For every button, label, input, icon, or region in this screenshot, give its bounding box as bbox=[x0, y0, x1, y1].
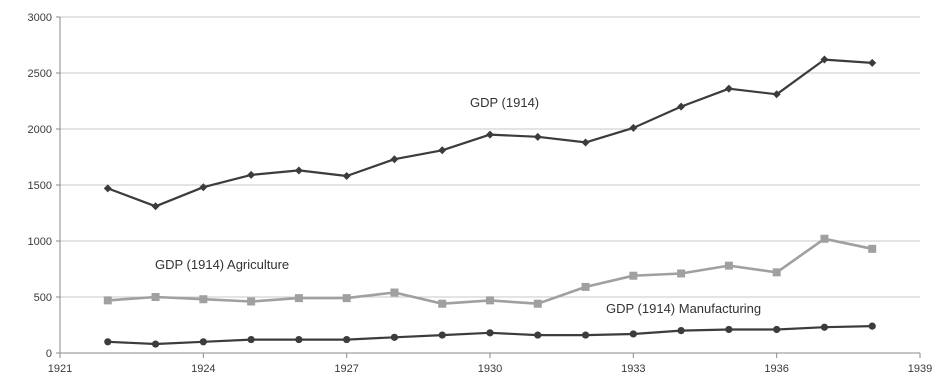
data-point-diamond bbox=[103, 184, 112, 193]
data-point-square bbox=[533, 299, 542, 308]
data-point-diamond bbox=[533, 132, 542, 141]
data-point-diamond bbox=[486, 130, 494, 139]
y-tick-label: 1500 bbox=[28, 180, 52, 192]
data-point-circle bbox=[773, 325, 781, 334]
data-point-diamond bbox=[438, 146, 447, 155]
series-label-gdp: GDP (1914) bbox=[470, 95, 539, 110]
x-tick-label: 1924 bbox=[191, 363, 215, 375]
data-point-circle bbox=[534, 331, 542, 339]
data-point-circle bbox=[820, 323, 829, 331]
series-markers bbox=[103, 55, 877, 348]
data-point-square bbox=[581, 282, 590, 291]
data-point-circle bbox=[581, 331, 590, 339]
y-tick-label: 2500 bbox=[28, 68, 52, 80]
data-point-circle bbox=[486, 329, 494, 337]
data-point-square bbox=[486, 296, 494, 305]
data-point-square bbox=[294, 294, 303, 303]
x-tick-label: 1927 bbox=[334, 363, 358, 375]
data-point-circle bbox=[629, 330, 637, 338]
data-point-circle bbox=[725, 325, 733, 334]
data-point-circle bbox=[438, 331, 446, 339]
x-tick-label: 1921 bbox=[48, 363, 72, 375]
grid-lines bbox=[60, 16, 920, 298]
y-tick-label: 1000 bbox=[28, 236, 52, 248]
y-tick-label: 500 bbox=[34, 292, 52, 304]
series-label-manufacturing: GDP (1914) Manufacturing bbox=[606, 301, 761, 316]
data-point-square bbox=[199, 295, 208, 304]
data-point-square bbox=[247, 297, 256, 306]
data-point-diamond bbox=[772, 90, 781, 99]
data-point-diamond bbox=[151, 202, 160, 211]
data-point-square bbox=[438, 299, 447, 308]
data-point-square bbox=[820, 234, 829, 243]
data-point-diamond bbox=[868, 58, 877, 67]
data-point-square bbox=[868, 244, 877, 253]
data-point-circle bbox=[390, 333, 399, 341]
y-tick-label: 3000 bbox=[28, 12, 52, 24]
data-point-square bbox=[342, 294, 351, 303]
data-point-circle bbox=[199, 338, 207, 346]
data-point-circle bbox=[295, 335, 303, 344]
y-tick-label: 0 bbox=[46, 348, 52, 360]
data-point-diamond bbox=[199, 183, 208, 192]
x-tick-label: 1936 bbox=[764, 363, 788, 375]
data-point-diamond bbox=[629, 123, 638, 132]
data-point-circle bbox=[343, 335, 351, 344]
data-point-circle bbox=[104, 338, 112, 346]
data-point-square bbox=[677, 269, 686, 278]
data-point-diamond bbox=[342, 172, 351, 181]
data-point-diamond bbox=[677, 102, 686, 111]
data-point-diamond bbox=[724, 84, 733, 93]
series-label-agriculture: GDP (1914) Agriculture bbox=[155, 257, 289, 272]
axes bbox=[56, 16, 921, 358]
data-point-circle bbox=[151, 340, 160, 348]
data-point-square bbox=[103, 296, 112, 305]
x-tick-label: 1939 bbox=[908, 363, 932, 375]
data-point-circle bbox=[868, 322, 876, 330]
data-point-square bbox=[724, 261, 733, 270]
tick-labels: 0 500 1000 1500 2000 2500 3000 1921 1924 1927 1930… bbox=[28, 12, 933, 375]
data-point-square bbox=[390, 288, 399, 297]
series-labels: GDP (1914) GDP (1914) Agriculture GDP (1… bbox=[155, 95, 761, 316]
x-tick-label: 1933 bbox=[621, 363, 645, 375]
data-point-square bbox=[772, 268, 781, 277]
data-point-diamond bbox=[294, 166, 303, 175]
y-tick-label: 2000 bbox=[28, 124, 52, 136]
data-point-diamond bbox=[247, 170, 256, 179]
data-point-square bbox=[151, 293, 160, 301]
data-point-diamond bbox=[820, 55, 829, 64]
data-point-diamond bbox=[581, 138, 590, 147]
data-point-diamond bbox=[390, 155, 399, 164]
data-point-circle bbox=[677, 327, 685, 335]
data-point-square bbox=[629, 271, 638, 280]
data-point-circle bbox=[247, 335, 255, 344]
x-tick-label: 1930 bbox=[478, 363, 502, 375]
